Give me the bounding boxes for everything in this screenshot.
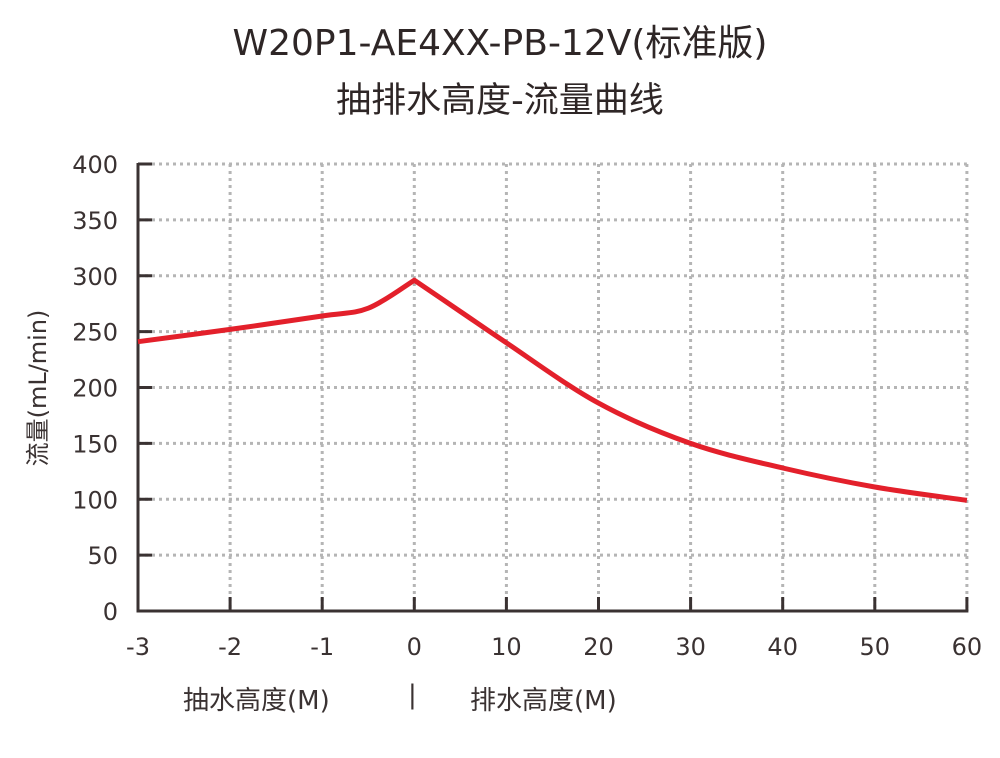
x-tick-label: -3 [126, 633, 150, 661]
y-tick-label: 150 [72, 430, 118, 458]
chart-title-model: W20P1-AE4XX-PB-12V(标准版) [232, 23, 768, 64]
x-axis-label-discharge: 排水高度(M) [470, 686, 617, 716]
x-tick-label: 10 [491, 633, 522, 661]
x-axis-label-suction: 抽水高度(M) [183, 686, 330, 716]
y-axis-label: 流量(mL/min) [24, 310, 52, 467]
y-tick-label: 250 [72, 319, 118, 347]
grid-lines [138, 162, 969, 611]
x-tick-label: -1 [310, 633, 334, 661]
x-tick-label: 0 [407, 633, 422, 661]
x-tick-label: 30 [675, 633, 706, 661]
x-tick-label: 40 [767, 633, 798, 661]
x-axis-label-divider: | [408, 680, 417, 710]
chart-title-curve: 抽排水高度-流量曲线 [336, 81, 664, 121]
y-tick-label: 50 [87, 542, 118, 570]
y-tick-label: 0 [103, 598, 118, 626]
x-tick-label: 20 [583, 633, 614, 661]
axes [136, 162, 969, 613]
x-tick-labels: -3 -2 -1 0 10 20 30 40 50 60 [126, 633, 982, 661]
y-tick-labels: 0 50 100 150 200 250 300 350 400 [72, 151, 118, 626]
y-tick-label: 200 [72, 375, 118, 403]
x-tick-label: -2 [218, 633, 242, 661]
flow-curve [137, 277, 968, 503]
y-tick-label: 350 [72, 207, 118, 235]
y-tick-label: 100 [72, 486, 118, 514]
x-tick-label: 50 [860, 633, 891, 661]
y-tick-label: 400 [72, 151, 118, 179]
x-tick-label: 60 [952, 633, 983, 661]
y-tick-label: 300 [72, 263, 118, 291]
